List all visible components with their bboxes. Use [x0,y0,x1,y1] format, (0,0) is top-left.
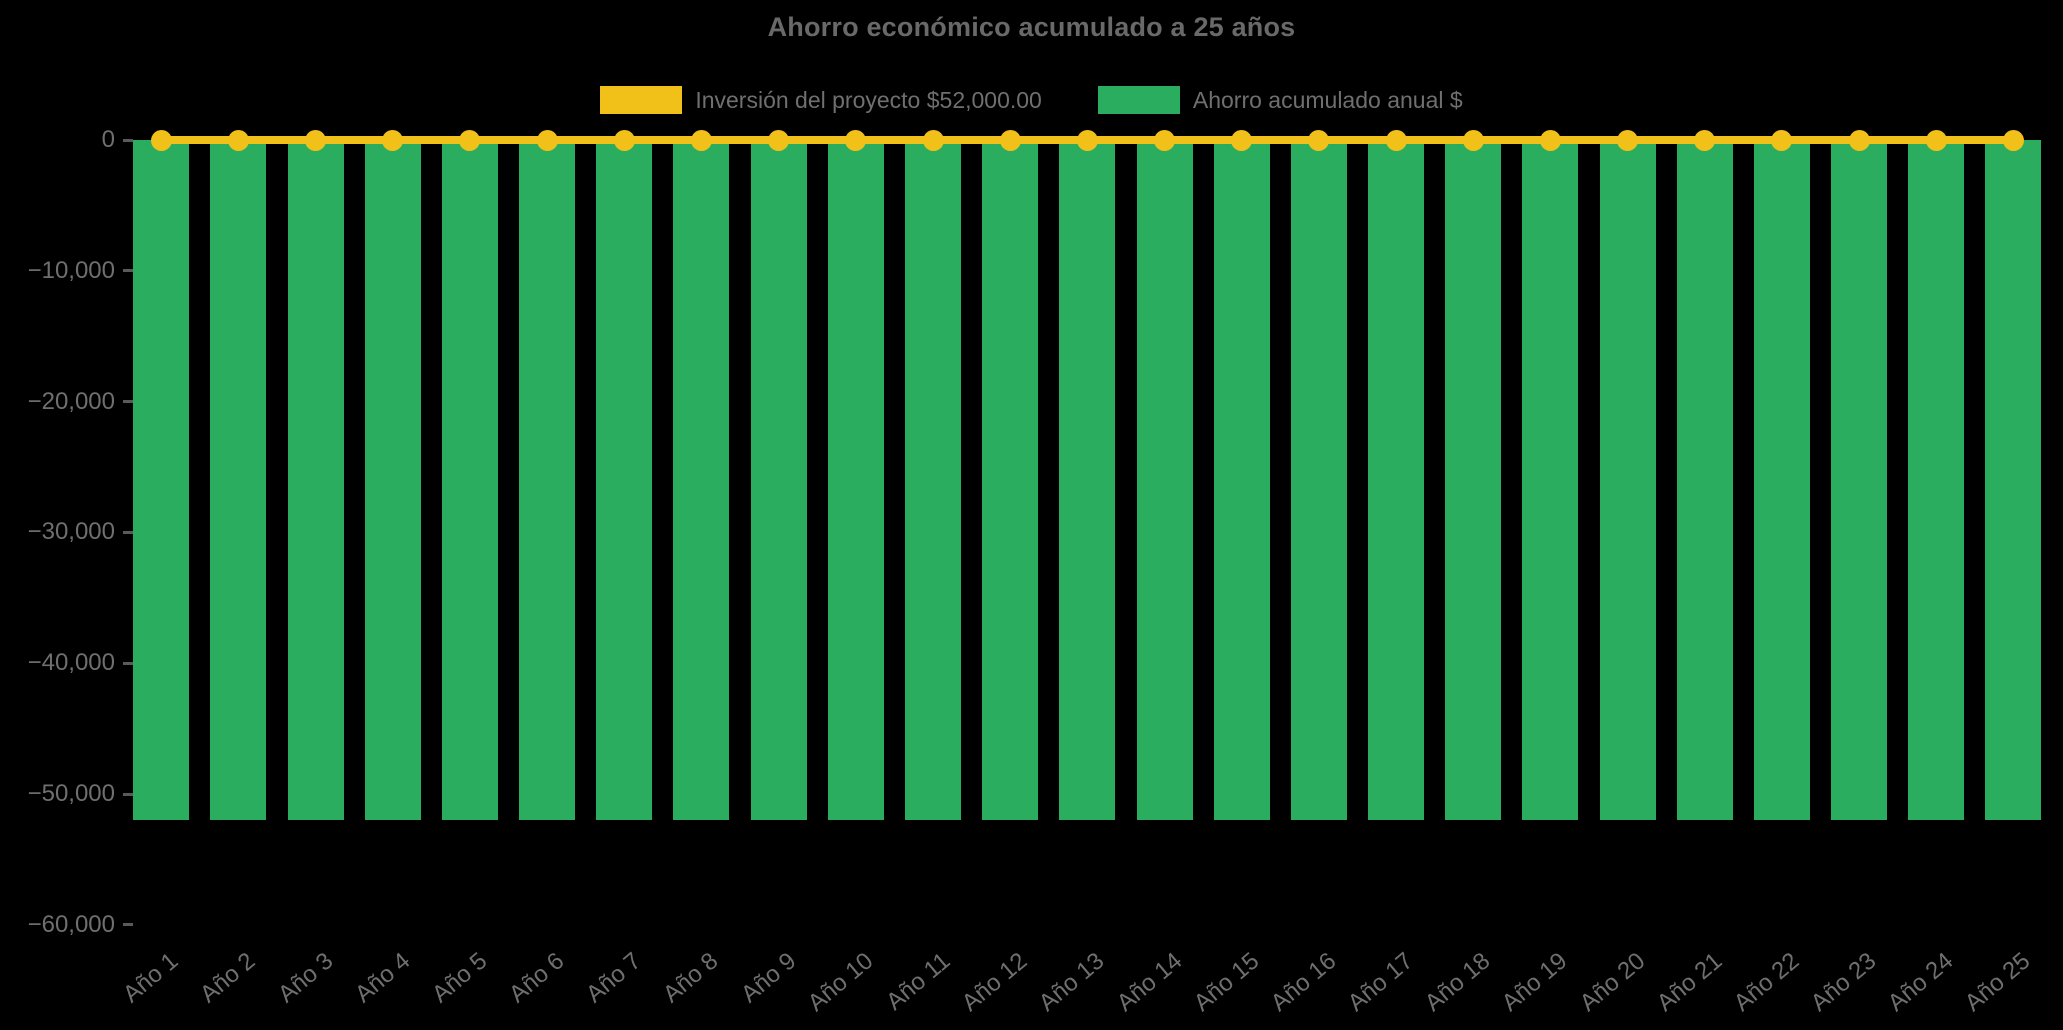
bar-Año 14 [1136,140,1193,821]
bar-Año 1 [133,140,190,821]
legend-label-investment: Inversión del proyecto $52,000.00 [695,86,1042,113]
chart-legend: Inversión del proyecto $52,000.00 Ahorro… [0,86,2063,114]
line-point-Año 16 [1308,129,1330,151]
bar-Año 23 [1831,140,1888,821]
bar-Año 17 [1368,140,1425,821]
bar-Año 13 [1059,140,1116,821]
y-axis-tick-label: −50,000 [27,780,115,808]
bar-Año 19 [1522,140,1579,821]
bar-Año 24 [1908,140,1965,821]
y-axis-tick-mark [123,400,133,404]
chart-title: Ahorro económico acumulado a 25 años [767,12,1296,42]
line-point-Año 10 [845,129,867,151]
bar-Año 11 [905,140,961,821]
line-point-Año 20 [1617,129,1639,151]
bar-Año 10 [827,140,884,821]
line-point-Año 8 [690,129,712,151]
bar-Año 7 [596,140,653,821]
bar-Año 21 [1676,140,1733,821]
bar-Año 2 [210,140,267,821]
line-point-Año 17 [1385,129,1407,151]
bar-Año 20 [1599,140,1656,821]
y-axis-tick-label: −60,000 [27,910,115,938]
y-axis-tick-label: −10,000 [27,256,115,284]
line-point-Año 12 [999,129,1021,151]
y-axis-tick-mark [123,792,133,796]
legend-swatch-savings [1097,86,1180,114]
line-point-Año 9 [768,129,790,151]
bar-Año 12 [982,140,1039,821]
y-axis-tick-mark [123,138,133,142]
line-point-Año 14 [1154,129,1175,151]
bar-Año 4 [364,140,421,821]
y-axis-tick-label: −40,000 [27,649,115,677]
y-axis-tick-mark [123,923,133,927]
bar-Año 18 [1445,140,1502,821]
legend-label-savings: Ahorro acumulado anual $ [1192,86,1463,113]
bar-Año 9 [750,140,807,821]
line-point-Año 2 [227,129,249,151]
line-point-Año 13 [1076,129,1098,151]
line-point-Año 19 [1539,129,1561,151]
legend-item-investment[interactable]: Inversión del proyecto $52,000.00 [600,86,1042,114]
line-point-Año 1 [150,129,172,151]
bar-Año 25 [1985,140,2042,821]
legend-swatch-investment [600,86,683,114]
line-point-Año 24 [1925,129,1947,151]
y-axis-tick-mark [123,269,133,273]
line-point-Año 23 [1848,129,1870,151]
bar-Año 16 [1290,140,1347,821]
line-point-Año 3 [305,129,327,151]
legend-item-savings[interactable]: Ahorro acumulado anual $ [1097,86,1463,114]
bar-Año 3 [287,140,344,821]
line-point-Año 18 [1462,129,1484,151]
y-axis-tick-label: 0 [101,126,115,153]
bar-Año 8 [673,140,730,821]
line-point-Año 5 [459,129,481,151]
y-axis-tick-label: −20,000 [27,387,115,415]
line-point-Año 22 [1771,129,1793,151]
line-point-Año 11 [922,129,944,151]
line-point-Año 25 [2002,129,2024,151]
y-axis-tick-mark [123,530,133,534]
line-point-Año 21 [1694,129,1716,151]
bar-Año 5 [441,140,498,821]
y-axis-tick-mark [123,661,133,665]
bar-Año 15 [1213,140,1270,821]
line-point-Año 7 [613,129,635,151]
line-point-Año 4 [382,129,404,151]
bar-Año 22 [1753,140,1810,821]
y-axis-tick-label: −30,000 [27,518,115,546]
x-axis-tick-label: Año 1 [118,947,184,1009]
line-point-Año 6 [536,129,558,151]
bar-Año 6 [519,140,576,821]
line-point-Año 15 [1231,129,1253,151]
